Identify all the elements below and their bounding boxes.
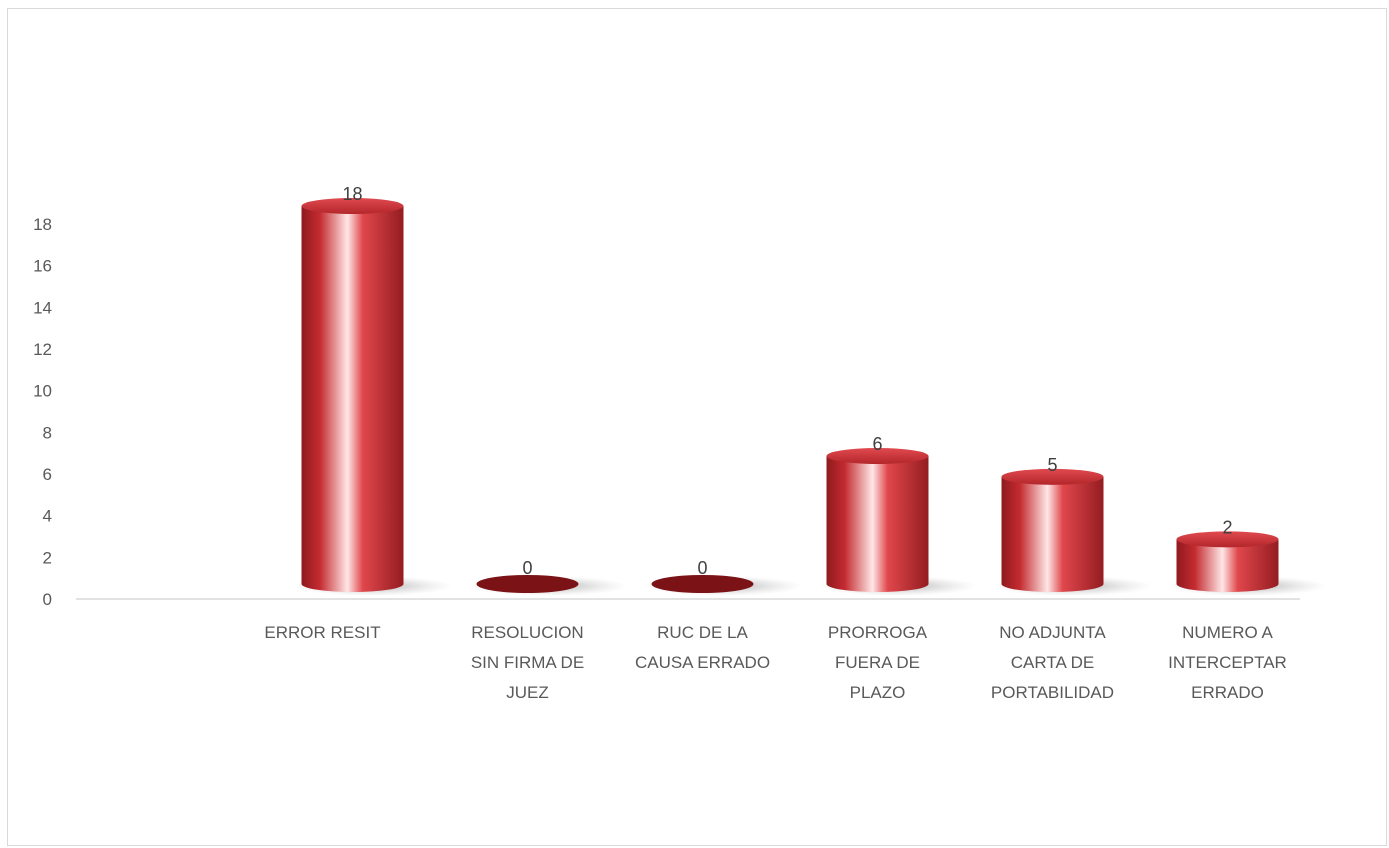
bar-top	[301, 198, 404, 214]
y-tick-label: 18	[33, 215, 52, 234]
category-label: RUC DE LA CAUSA ERRADO	[635, 623, 770, 672]
category-label: NO ADJUNTA CARTA DE PORTABILIDAD	[991, 623, 1114, 702]
bar-disc	[476, 575, 579, 593]
data-label: 18	[342, 184, 362, 204]
y-tick-label: 16	[33, 257, 52, 276]
y-tick-label: 8	[43, 423, 52, 442]
y-tick-label: 2	[43, 548, 52, 567]
bar-top	[826, 448, 929, 464]
y-tick-label: 6	[43, 465, 52, 484]
y-tick-label: 10	[33, 382, 52, 401]
data-label: 2	[1222, 517, 1232, 537]
bar-top	[1176, 531, 1279, 548]
bar-top	[1001, 468, 1104, 485]
bar: 6	[817, 434, 978, 596]
bar-body	[1176, 539, 1279, 592]
chart-frame	[7, 8, 1387, 846]
category-label: RESOLUCION SIN FIRMA DE JUEZ	[471, 623, 584, 702]
bar-body	[301, 206, 404, 592]
bar-body	[826, 456, 929, 592]
data-label: 0	[522, 558, 532, 578]
bar: 0	[467, 558, 628, 596]
bar: 2	[1167, 517, 1328, 596]
data-label: 0	[697, 558, 707, 578]
bar: 5	[992, 455, 1153, 596]
bar-body	[1001, 476, 1104, 592]
category-label: NUMERO A INTERCEPTAR ERRADO	[1168, 623, 1287, 702]
category-label: ERROR RESIT	[264, 623, 380, 642]
data-label: 6	[872, 434, 882, 454]
y-tick-label: 14	[33, 298, 52, 317]
y-tick-label: 12	[33, 340, 52, 359]
bar: 18	[292, 184, 453, 596]
bar-disc	[651, 575, 754, 593]
y-tick-label: 4	[43, 507, 52, 526]
data-label: 5	[1047, 455, 1057, 475]
category-label: PRORROGA FUERA DE PLAZO	[828, 623, 928, 702]
y-tick-label: 0	[43, 590, 52, 609]
bar: 0	[642, 558, 803, 596]
